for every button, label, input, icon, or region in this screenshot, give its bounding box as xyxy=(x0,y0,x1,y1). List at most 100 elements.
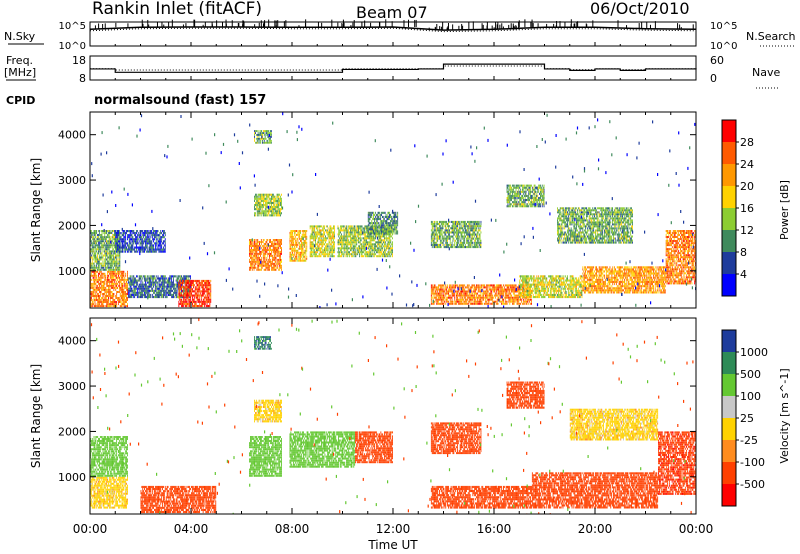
heatmap-cell xyxy=(263,264,265,267)
heatmap-cell xyxy=(292,253,293,256)
heatmap-cell xyxy=(253,241,255,243)
heatmap-cell xyxy=(175,285,177,288)
heatmap-cell xyxy=(152,289,154,292)
heatmap-cell xyxy=(293,230,294,232)
heatmap-cell xyxy=(264,268,266,271)
heatmap-cell xyxy=(266,193,268,196)
heatmap-cell xyxy=(199,288,201,291)
heatmap-cell xyxy=(325,225,327,228)
heatmap-cell xyxy=(149,277,151,280)
heatmap-cell xyxy=(118,262,120,265)
heatmap-cell xyxy=(305,233,307,236)
heatmap-cell xyxy=(187,279,189,282)
heatmap-cell xyxy=(130,293,132,296)
heatmap-cell xyxy=(328,237,330,240)
heatmap-cell xyxy=(154,238,155,241)
heatmap-cell xyxy=(106,236,108,239)
heatmap-cell xyxy=(116,272,118,275)
heatmap-cell xyxy=(310,245,312,248)
heatmap-cell xyxy=(304,231,306,234)
heatmap-cell xyxy=(293,241,294,244)
heatmap-cell xyxy=(186,292,188,295)
heatmap-cell xyxy=(300,245,301,248)
heatmap-cell xyxy=(108,293,110,295)
heatmap-cell xyxy=(98,303,99,306)
heatmap-cell xyxy=(304,235,306,238)
heatmap-cell xyxy=(273,249,275,251)
heatmap-cell xyxy=(188,298,190,301)
heatmap-cell xyxy=(263,197,264,200)
heatmap-cell xyxy=(376,235,377,238)
heatmap-cell xyxy=(163,291,165,294)
heatmap-cell xyxy=(128,238,130,241)
heatmap-cell xyxy=(180,282,182,285)
heatmap-cell xyxy=(106,244,107,247)
heatmap-cell xyxy=(90,242,92,245)
heatmap-cell xyxy=(179,288,181,291)
heatmap-cell xyxy=(118,291,120,293)
heatmap-cell xyxy=(118,230,120,233)
heatmap-cell xyxy=(187,292,189,295)
heatmap-cell xyxy=(144,275,145,278)
heatmap-cell xyxy=(92,301,94,303)
heatmap-cell xyxy=(333,227,334,230)
heatmap-cell xyxy=(281,199,282,202)
heatmap-cell xyxy=(203,296,205,299)
heatmap-cell xyxy=(91,256,93,259)
heatmap-cell xyxy=(260,252,262,255)
heatmap-cell xyxy=(103,286,105,289)
heatmap-cell xyxy=(305,237,307,240)
heatmap-cell xyxy=(325,229,327,232)
heatmap-cell xyxy=(278,254,280,257)
heatmap-cell xyxy=(148,277,150,280)
heatmap-cell xyxy=(116,303,118,306)
heatmap-cell xyxy=(142,289,144,292)
heatmap-cell xyxy=(196,288,198,291)
heatmap-cell xyxy=(124,236,126,239)
heatmap-cell xyxy=(100,248,102,251)
heatmap-cell xyxy=(269,139,270,142)
heatmap-cell xyxy=(306,235,308,238)
heatmap-cell xyxy=(260,197,262,200)
heatmap-cell xyxy=(134,285,136,288)
heatmap-cell xyxy=(267,195,269,198)
heatmap-cell xyxy=(323,251,325,254)
heatmap-cell xyxy=(273,212,275,215)
heatmap-cell xyxy=(266,266,268,269)
heatmap-cell xyxy=(250,254,252,257)
heatmap-cell xyxy=(371,245,373,248)
heatmap-cell xyxy=(266,195,268,198)
heatmap-cell xyxy=(379,249,381,252)
heatmap-cell xyxy=(92,240,94,243)
heatmap-cell xyxy=(155,238,157,241)
heatmap-cell xyxy=(161,289,163,292)
heatmap-cell xyxy=(251,250,253,253)
heatmap-cell xyxy=(370,243,372,246)
heatmap-cell xyxy=(127,276,128,279)
heatmap-cell xyxy=(92,238,94,241)
heatmap-cell xyxy=(363,233,365,236)
heatmap-cell xyxy=(326,245,328,248)
heatmap-cell xyxy=(207,294,209,297)
heatmap-cell xyxy=(254,250,256,253)
heatmap-cell xyxy=(140,293,142,296)
heatmap-cell xyxy=(106,282,108,285)
heatmap-cell xyxy=(348,241,350,244)
heatmap-cell xyxy=(187,286,189,289)
heatmap-cell xyxy=(176,283,178,286)
heatmap-cell xyxy=(174,287,176,290)
heatmap-cell xyxy=(135,240,136,243)
heatmap-cell xyxy=(144,232,145,235)
heatmap-cell xyxy=(277,197,279,200)
heatmap-cell xyxy=(91,242,93,245)
heatmap-cell xyxy=(322,239,324,242)
heatmap-cell xyxy=(120,280,122,283)
heatmap-cell xyxy=(384,251,385,254)
heatmap-cell xyxy=(356,243,358,246)
heatmap-cell xyxy=(365,251,367,254)
heatmap-cell xyxy=(97,278,99,281)
heatmap-cell xyxy=(387,241,389,244)
heatmap-cell xyxy=(208,284,210,287)
heatmap-cell xyxy=(98,238,100,241)
